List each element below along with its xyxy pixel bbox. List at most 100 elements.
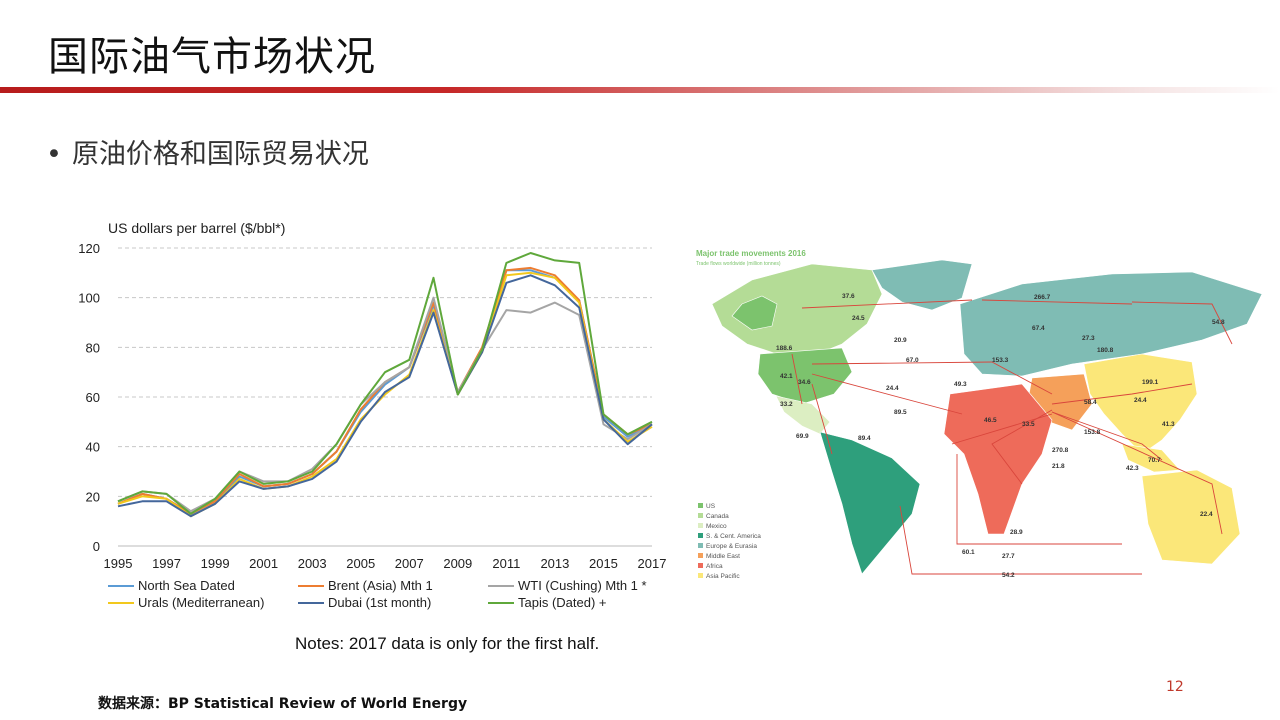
legend-swatch <box>488 584 514 587</box>
map-legend-label: Middle East <box>706 553 740 560</box>
map-legend-swatch <box>698 563 703 568</box>
x-tick-label: 2017 <box>638 556 667 571</box>
map-legend-swatch <box>698 503 703 508</box>
flow-value-label: 22.4 <box>1200 511 1213 518</box>
flow-value-label: 67.0 <box>906 357 919 364</box>
chart-legend: North Sea Dated Brent (Asia) Mth 1 WTI (Cu… <box>108 578 668 610</box>
x-tick-label: 1997 <box>152 556 181 571</box>
map-legend-label: Mexico <box>706 523 727 530</box>
map-legend-label: Europe & Eurasia <box>706 543 757 550</box>
trade-route <box>1051 411 1163 461</box>
flow-value-label: 180.8 <box>1097 347 1114 354</box>
bullet-text: 原油价格和国际贸易状况 <box>71 139 369 170</box>
chart-y-axis-label: US dollars per barrel ($/bbl*) <box>108 220 286 236</box>
flow-value-label: 37.6 <box>842 293 855 300</box>
legend-swatch <box>108 584 134 587</box>
flow-value-label: 270.8 <box>1052 447 1069 454</box>
legend-entry: Tapis (Dated) + <box>488 595 678 610</box>
map-legend-swatch <box>698 543 703 548</box>
data-source: 数据来源：BP Statistical Review of World Ener… <box>98 696 468 712</box>
flow-value-label: 27.7 <box>1002 553 1015 560</box>
flow-value-label: 33.5 <box>1022 421 1035 428</box>
y-tick-label: 40 <box>86 440 100 455</box>
series-line-5 <box>117 252 653 515</box>
trade-route <box>801 299 973 309</box>
legend-entry: Urals (Mediterranean) <box>108 595 298 610</box>
flow-value-label: 33.2 <box>780 401 793 408</box>
y-tick-label: 120 <box>78 241 100 256</box>
flow-value-label: 42.3 <box>1126 465 1139 472</box>
region-africa <box>943 383 1053 535</box>
map-legend-label: S. & Cent. America <box>706 533 761 540</box>
series-line-3 <box>117 271 653 518</box>
y-tick-label: 80 <box>86 340 100 355</box>
map-legend-swatch <box>698 523 703 528</box>
trade-route <box>981 299 1133 305</box>
flow-value-label: 153.8 <box>1084 429 1101 436</box>
x-tick-label: 2015 <box>589 556 618 571</box>
region-europe-eurasia <box>959 271 1263 377</box>
trade-route <box>1051 383 1193 405</box>
trade-route <box>1131 301 1233 345</box>
trade-route <box>991 409 1053 485</box>
bullet-dot-icon: • <box>46 139 62 170</box>
legend-entry: WTI (Cushing) Mth 1 * <box>488 578 678 593</box>
slide-title: 国际油气市场状况 <box>48 34 376 80</box>
y-tick-label: 20 <box>86 489 100 504</box>
map-subtitle: Trade flows worldwide (million tonnes) <box>696 261 781 267</box>
trade-route <box>1051 411 1223 535</box>
map-legend-label: Africa <box>706 563 723 570</box>
flow-value-label: 54.2 <box>1002 572 1015 579</box>
x-tick-label: 1999 <box>201 556 230 571</box>
trade-route <box>899 505 1142 575</box>
map-title: Major trade movements 2016 <box>696 249 806 258</box>
x-tick-label: 2013 <box>540 556 569 571</box>
map-legend-label: US <box>706 503 716 510</box>
legend-entry: Brent (Asia) Mth 1 <box>298 578 488 593</box>
x-tick-label: 2009 <box>443 556 472 571</box>
region-canada <box>711 263 883 357</box>
region-s-cent-america <box>819 431 921 575</box>
flow-value-label: 58.4 <box>1084 399 1097 406</box>
legend-label: Urals (Mediterranean) <box>138 595 265 610</box>
series-line-2 <box>117 296 653 513</box>
x-tick-label: 2005 <box>346 556 375 571</box>
chart-notes: Notes: 2017 data is only for the first h… <box>295 634 600 653</box>
flow-value-label: 24.4 <box>1134 397 1147 404</box>
flow-value-label: 41.3 <box>1162 421 1175 428</box>
legend-swatch <box>108 601 134 604</box>
flow-value-label: 199.1 <box>1142 379 1159 386</box>
legend-label: Tapis (Dated) + <box>518 595 607 610</box>
flow-value-label: 70.7 <box>1148 457 1161 464</box>
series-line-1 <box>117 266 653 515</box>
map-legend-label: Asia Pacific <box>706 573 740 580</box>
region-us <box>757 347 853 405</box>
flow-value-label: 69.9 <box>796 433 809 440</box>
map-legend-swatch <box>698 553 703 558</box>
trade-route <box>951 413 1053 445</box>
x-tick-label: 2001 <box>249 556 278 571</box>
x-tick-label: 2003 <box>298 556 327 571</box>
flow-value-label: 54.8 <box>1212 319 1225 326</box>
x-tick-label: 2007 <box>395 556 424 571</box>
flow-value-label: 89.4 <box>858 435 871 442</box>
legend-label: North Sea Dated <box>138 578 235 593</box>
legend-swatch <box>488 601 514 604</box>
map-legend-swatch <box>698 513 703 518</box>
legend-label: Dubai (1st month) <box>328 595 432 610</box>
region-indonesia <box>1121 443 1181 473</box>
flow-value-label: 21.8 <box>1052 463 1065 470</box>
legend-entry: Dubai (1st month) <box>298 595 488 610</box>
region-greenland <box>871 259 973 311</box>
flow-value-label: 28.9 <box>1010 529 1023 536</box>
legend-swatch <box>298 584 324 587</box>
legend-label: Brent (Asia) Mth 1 <box>328 578 433 593</box>
flow-value-label: 46.5 <box>984 417 997 424</box>
legend-entry: North Sea Dated <box>108 578 298 593</box>
map-legend-swatch <box>698 573 703 578</box>
title-divider <box>0 87 1280 93</box>
flow-value-label: 67.4 <box>1032 325 1045 332</box>
region-australia <box>1141 469 1241 565</box>
bullet-point: • 原油价格和国际贸易状况 <box>46 132 369 171</box>
flow-value-label: 20.9 <box>894 337 907 344</box>
